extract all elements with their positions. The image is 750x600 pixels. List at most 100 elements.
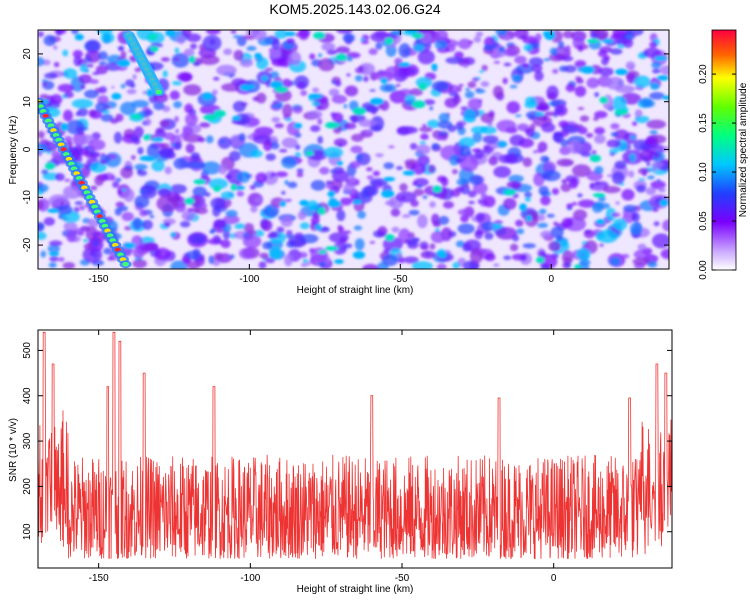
- heatmap-cell: [653, 221, 660, 227]
- heatmap-cell: [337, 224, 343, 232]
- heatmap-cell: [131, 99, 150, 108]
- heatmap-cell: [40, 250, 47, 258]
- heatmap-cell: [100, 113, 114, 122]
- snr-x-tick-label: -100: [240, 573, 260, 584]
- heatmap-cell: [556, 48, 564, 54]
- heatmap-hot-cell: [405, 30, 419, 34]
- heatmap-cell: [653, 152, 661, 158]
- heatmap-cell: [239, 58, 253, 68]
- heatmap-cell: [472, 77, 480, 82]
- heatmap-cell: [647, 175, 655, 180]
- heatmap-cell: [541, 122, 556, 133]
- heatmap-cell: [574, 60, 587, 68]
- heatmap-cell: [57, 83, 75, 93]
- heatmap-hot-cell: [384, 37, 394, 45]
- heatmap-cell: [611, 212, 621, 218]
- heatmap-cell: [358, 119, 377, 128]
- snr-x-label: Height of straight line (km): [297, 584, 414, 595]
- heatmap-cell: [228, 150, 241, 162]
- heatmap-cell: [537, 222, 549, 228]
- heatmap-cell: [296, 168, 304, 173]
- heatmap-cell: [230, 30, 237, 34]
- heatmap-cell: [113, 131, 123, 144]
- heatmap-cell: [202, 34, 222, 52]
- heatmap-cell: [456, 178, 469, 186]
- heatmap-cell: [594, 110, 608, 119]
- heatmap-hot-cell: [279, 200, 286, 207]
- heatmap-cell: [469, 174, 483, 186]
- heatmap-cell: [612, 96, 627, 111]
- heatmap-cell: [297, 251, 308, 259]
- heatmap-cell: [383, 248, 390, 254]
- heatmap-cell: [78, 74, 92, 85]
- heatmap-cell: [343, 104, 348, 109]
- heatmap-cell: [451, 168, 458, 175]
- heatmap-cell: [234, 223, 245, 230]
- heatmap-hot-cell: [614, 109, 629, 116]
- heatmap-cell: [159, 119, 170, 127]
- heatmap-cell: [610, 131, 619, 137]
- snr-frame: [37, 329, 673, 569]
- heatmap-cell: [401, 195, 406, 200]
- heatmap-cell: [133, 126, 144, 139]
- heatmap-cell: [637, 243, 647, 251]
- heatmap-cell: [134, 163, 148, 171]
- heatmap-cell: [38, 231, 47, 240]
- heatmap-cell: [284, 254, 293, 267]
- heatmap-cell: [346, 56, 353, 62]
- heatmap-cell: [596, 229, 619, 243]
- snr-x-tick-label: -50: [395, 573, 410, 584]
- heatmap-cell: [431, 213, 440, 225]
- heatmap-cell: [72, 49, 83, 59]
- heatmap-cell: [610, 123, 620, 130]
- heatmap-cell: [366, 129, 371, 134]
- heatmap-cell: [212, 205, 221, 217]
- heatmap-cell: [457, 223, 475, 235]
- heatmap-cell: [212, 89, 218, 96]
- heatmap-cell: [615, 201, 620, 205]
- heatmap-x-tick-label: -50: [393, 274, 408, 285]
- heatmap-cell: [213, 76, 220, 81]
- heatmap-cell: [514, 114, 522, 118]
- heatmap-cell: [522, 63, 529, 68]
- heatmap-cell: [339, 197, 353, 206]
- heatmap-cell: [247, 192, 263, 207]
- heatmap-cell: [586, 77, 600, 89]
- heatmap-cell: [589, 182, 594, 188]
- heatmap-cell: [42, 82, 48, 86]
- heatmap-hot-cell: [599, 96, 609, 104]
- heatmap-cell: [94, 175, 105, 186]
- snr-series: [38, 331, 672, 560]
- heatmap-cell: [66, 140, 73, 148]
- heatmap-hot-cell: [147, 33, 158, 41]
- heatmap-cell: [274, 171, 288, 178]
- heatmap-cell: [413, 43, 425, 52]
- heatmap-cell: [442, 201, 455, 209]
- heatmap-cell: [455, 157, 463, 164]
- heatmap-cell: [208, 255, 215, 264]
- heatmap-cell: [319, 166, 330, 175]
- heatmap-hot-cell: [111, 92, 122, 100]
- snr-y-tick-label: 400: [22, 387, 33, 404]
- heatmap-cell: [64, 179, 71, 182]
- heatmap-cell: [130, 136, 140, 142]
- heatmap-cell: [134, 67, 142, 73]
- heatmap-cell: [430, 230, 446, 244]
- heatmap-cell: [171, 53, 190, 68]
- heatmap-cell: [422, 123, 427, 127]
- heatmap-cell: [646, 119, 667, 129]
- heatmap-cell: [509, 243, 519, 252]
- heatmap-cell: [170, 184, 187, 194]
- heatmap-cell: [553, 221, 559, 226]
- heatmap-cell: [553, 132, 564, 143]
- heatmap-cell: [276, 226, 285, 233]
- heatmap-cell: [343, 122, 357, 130]
- heatmap-hot-cell: [47, 208, 60, 213]
- heatmap-cell: [176, 35, 186, 45]
- heatmap-x-label: Height of straight line (km): [297, 285, 414, 296]
- heatmap-cell: [325, 183, 334, 189]
- heatmap-cell: [409, 142, 418, 150]
- heatmap-panel: -150 -100 -50 0 20 10 0 -10 -20 Height of strai…: [8, 29, 670, 296]
- heatmap-cell: [328, 88, 340, 97]
- heatmap-cell: [431, 143, 440, 151]
